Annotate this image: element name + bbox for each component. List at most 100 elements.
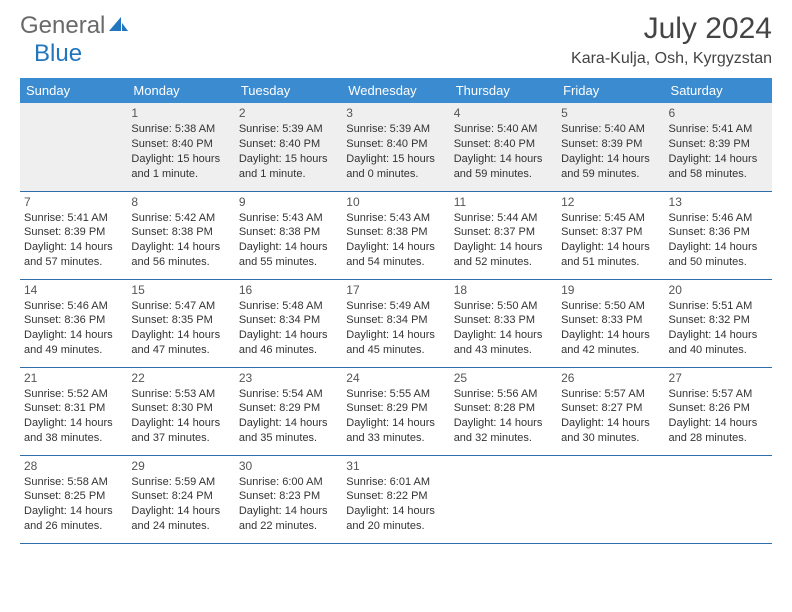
sunset-line: Sunset: 8:38 PM <box>346 225 445 240</box>
day-number: 29 <box>131 459 230 473</box>
calendar-day-cell: 20Sunrise: 5:51 AMSunset: 8:32 PMDayligh… <box>665 279 772 367</box>
day-number: 5 <box>561 106 660 120</box>
daylight-line-1: Daylight: 14 hours <box>131 328 230 343</box>
weekday-header: Friday <box>557 78 664 103</box>
daylight-line-2: and 37 minutes. <box>131 431 230 446</box>
sunrise-line: Sunrise: 5:46 AM <box>24 299 123 314</box>
day-number: 16 <box>239 283 338 297</box>
weekday-header: Monday <box>127 78 234 103</box>
daylight-line-2: and 52 minutes. <box>454 255 553 270</box>
sunset-line: Sunset: 8:39 PM <box>561 137 660 152</box>
day-number: 18 <box>454 283 553 297</box>
daylight-line-1: Daylight: 14 hours <box>454 152 553 167</box>
calendar-week-row: 14Sunrise: 5:46 AMSunset: 8:36 PMDayligh… <box>20 279 772 367</box>
sunrise-line: Sunrise: 5:52 AM <box>24 387 123 402</box>
daylight-line-1: Daylight: 15 hours <box>239 152 338 167</box>
day-number: 10 <box>346 195 445 209</box>
daylight-line-2: and 45 minutes. <box>346 343 445 358</box>
sunrise-line: Sunrise: 5:59 AM <box>131 475 230 490</box>
calendar-day-cell: 13Sunrise: 5:46 AMSunset: 8:36 PMDayligh… <box>665 191 772 279</box>
daylight-line-2: and 24 minutes. <box>131 519 230 534</box>
calendar-day-cell: 16Sunrise: 5:48 AMSunset: 8:34 PMDayligh… <box>235 279 342 367</box>
daylight-line-1: Daylight: 14 hours <box>131 240 230 255</box>
daylight-line-1: Daylight: 14 hours <box>561 416 660 431</box>
logo-sail-icon <box>107 13 129 40</box>
sunset-line: Sunset: 8:25 PM <box>24 489 123 504</box>
sunset-line: Sunset: 8:22 PM <box>346 489 445 504</box>
daylight-line-1: Daylight: 14 hours <box>131 504 230 519</box>
day-number: 1 <box>131 106 230 120</box>
calendar-day-cell: 5Sunrise: 5:40 AMSunset: 8:39 PMDaylight… <box>557 103 664 191</box>
day-number: 12 <box>561 195 660 209</box>
day-number: 2 <box>239 106 338 120</box>
daylight-line-1: Daylight: 14 hours <box>346 240 445 255</box>
sunrise-line: Sunrise: 5:47 AM <box>131 299 230 314</box>
day-number: 7 <box>24 195 123 209</box>
sunrise-line: Sunrise: 5:40 AM <box>454 122 553 137</box>
sunrise-line: Sunrise: 6:01 AM <box>346 475 445 490</box>
sunrise-line: Sunrise: 5:48 AM <box>239 299 338 314</box>
sunset-line: Sunset: 8:38 PM <box>131 225 230 240</box>
calendar-day-cell: 22Sunrise: 5:53 AMSunset: 8:30 PMDayligh… <box>127 367 234 455</box>
sunrise-line: Sunrise: 5:42 AM <box>131 211 230 226</box>
sunrise-line: Sunrise: 5:45 AM <box>561 211 660 226</box>
sunset-line: Sunset: 8:29 PM <box>239 401 338 416</box>
day-number: 27 <box>669 371 768 385</box>
daylight-line-1: Daylight: 14 hours <box>24 328 123 343</box>
sunrise-line: Sunrise: 5:41 AM <box>24 211 123 226</box>
daylight-line-1: Daylight: 14 hours <box>454 328 553 343</box>
daylight-line-2: and 49 minutes. <box>24 343 123 358</box>
weekday-header: Wednesday <box>342 78 449 103</box>
daylight-line-2: and 55 minutes. <box>239 255 338 270</box>
sunset-line: Sunset: 8:40 PM <box>454 137 553 152</box>
calendar-day-cell: 2Sunrise: 5:39 AMSunset: 8:40 PMDaylight… <box>235 103 342 191</box>
sunrise-line: Sunrise: 5:55 AM <box>346 387 445 402</box>
day-number: 15 <box>131 283 230 297</box>
calendar-day-cell: 9Sunrise: 5:43 AMSunset: 8:38 PMDaylight… <box>235 191 342 279</box>
daylight-line-1: Daylight: 15 hours <box>131 152 230 167</box>
daylight-line-2: and 42 minutes. <box>561 343 660 358</box>
sunset-line: Sunset: 8:34 PM <box>346 313 445 328</box>
daylight-line-1: Daylight: 14 hours <box>669 416 768 431</box>
daylight-line-1: Daylight: 14 hours <box>24 416 123 431</box>
daylight-line-1: Daylight: 14 hours <box>561 152 660 167</box>
sunset-line: Sunset: 8:38 PM <box>239 225 338 240</box>
day-number: 19 <box>561 283 660 297</box>
sunrise-line: Sunrise: 5:53 AM <box>131 387 230 402</box>
daylight-line-2: and 40 minutes. <box>669 343 768 358</box>
sunrise-line: Sunrise: 5:50 AM <box>561 299 660 314</box>
daylight-line-2: and 26 minutes. <box>24 519 123 534</box>
day-number: 28 <box>24 459 123 473</box>
daylight-line-1: Daylight: 14 hours <box>239 240 338 255</box>
day-number: 11 <box>454 195 553 209</box>
calendar-day-cell: 6Sunrise: 5:41 AMSunset: 8:39 PMDaylight… <box>665 103 772 191</box>
calendar-day-cell <box>665 455 772 543</box>
daylight-line-2: and 35 minutes. <box>239 431 338 446</box>
month-title: July 2024 <box>571 12 772 46</box>
daylight-line-2: and 51 minutes. <box>561 255 660 270</box>
sunset-line: Sunset: 8:39 PM <box>24 225 123 240</box>
calendar-day-cell: 15Sunrise: 5:47 AMSunset: 8:35 PMDayligh… <box>127 279 234 367</box>
daylight-line-1: Daylight: 14 hours <box>669 152 768 167</box>
calendar-day-cell: 12Sunrise: 5:45 AMSunset: 8:37 PMDayligh… <box>557 191 664 279</box>
calendar-day-cell <box>20 103 127 191</box>
daylight-line-1: Daylight: 14 hours <box>239 504 338 519</box>
logo-text-blue: Blue <box>34 40 82 68</box>
calendar-week-row: 1Sunrise: 5:38 AMSunset: 8:40 PMDaylight… <box>20 103 772 191</box>
daylight-line-1: Daylight: 14 hours <box>239 328 338 343</box>
calendar-day-cell: 19Sunrise: 5:50 AMSunset: 8:33 PMDayligh… <box>557 279 664 367</box>
day-number: 26 <box>561 371 660 385</box>
sunset-line: Sunset: 8:32 PM <box>669 313 768 328</box>
daylight-line-1: Daylight: 14 hours <box>561 328 660 343</box>
sunset-line: Sunset: 8:40 PM <box>346 137 445 152</box>
sunset-line: Sunset: 8:28 PM <box>454 401 553 416</box>
day-number: 25 <box>454 371 553 385</box>
day-number: 24 <box>346 371 445 385</box>
daylight-line-2: and 28 minutes. <box>669 431 768 446</box>
daylight-line-2: and 33 minutes. <box>346 431 445 446</box>
calendar-day-cell: 14Sunrise: 5:46 AMSunset: 8:36 PMDayligh… <box>20 279 127 367</box>
sunrise-line: Sunrise: 5:43 AM <box>346 211 445 226</box>
daylight-line-2: and 46 minutes. <box>239 343 338 358</box>
sunset-line: Sunset: 8:31 PM <box>24 401 123 416</box>
daylight-line-2: and 32 minutes. <box>454 431 553 446</box>
